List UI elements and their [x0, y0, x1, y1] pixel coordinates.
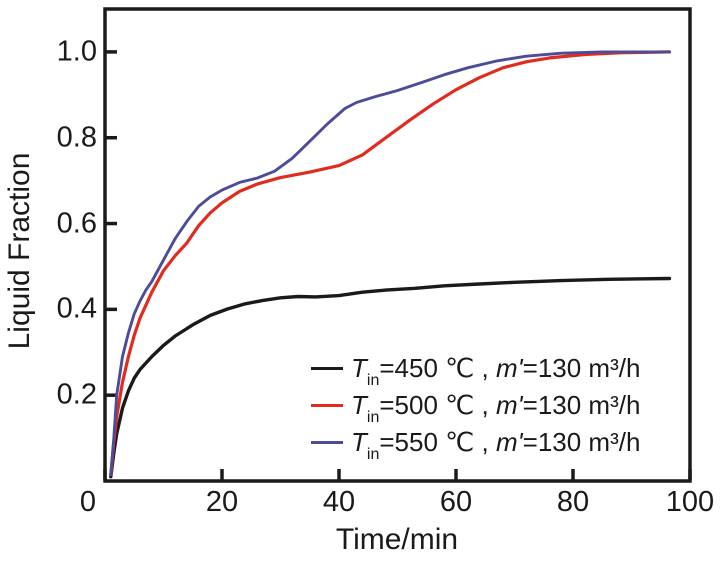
y-tick-label: 0.4 [56, 292, 97, 325]
legend-item-500: Tin=500 ℃ , m'=130 m³/h [311, 387, 641, 426]
legend-T-subscript: in [366, 446, 380, 463]
x-tick-label: 0 [79, 486, 97, 518]
legend-m-symbol: m' [496, 390, 523, 420]
y-tick-label: 0.8 [56, 121, 97, 154]
series-line-550 [109, 50, 671, 477]
legend-T-symbol: T [351, 353, 367, 383]
y-tick-label: 1.0 [56, 35, 97, 68]
plot-frame [103, 7, 692, 483]
x-tick-label: 60 [439, 486, 473, 518]
legend-T-subscript: in [366, 372, 380, 389]
legend-label-550: Tin=550 ℃ , m'=130 m³/h [351, 427, 641, 463]
x-tick-label: 80 [556, 486, 590, 518]
legend-line-swatch-450 [311, 366, 343, 371]
legend-text-mid: =500 ℃ , [379, 390, 497, 420]
y-tick-label: 0.2 [56, 378, 97, 411]
legend-text-tail: =130 m³/h [522, 390, 641, 420]
legend-item-550: Tin=550 ℃ , m'=130 m³/h [311, 424, 641, 463]
legend-T-subscript: in [366, 409, 380, 426]
legend-text-tail: =130 m³/h [522, 353, 641, 383]
legend-item-450: Tin=450 ℃ , m'=130 m³/h [311, 350, 641, 389]
legend-line-swatch-550 [311, 441, 343, 444]
x-tick-label: 100 [665, 486, 715, 518]
x-axis-title: Time/min [335, 523, 459, 556]
x-tick-label: 20 [205, 486, 239, 518]
x-tick-label: 40 [322, 486, 356, 518]
legend-label-450: Tin=450 ℃ , m'=130 m³/h [351, 353, 641, 389]
legend-m-symbol: m' [496, 353, 523, 383]
legend-m-symbol: m' [496, 427, 523, 457]
series-line-500 [109, 50, 672, 477]
legend-T-symbol: T [351, 390, 367, 420]
legend-line-swatch-500 [311, 403, 343, 408]
legend-T-symbol: T [351, 427, 367, 457]
legend-text-mid: =450 ℃ , [379, 353, 497, 383]
legend-text-tail: =130 m³/h [522, 427, 641, 457]
legend-text-mid: =550 ℃ , [379, 427, 497, 457]
series-line-450 [109, 276, 672, 479]
y-tick-label: 0.6 [56, 207, 97, 240]
y-axis-title: Liquid Fraction [3, 152, 36, 350]
legend: Tin=450 ℃ , m'=130 m³/h Tin=500 ℃ , m'=1… [311, 350, 641, 463]
legend-label-500: Tin=500 ℃ , m'=130 m³/h [351, 390, 641, 426]
